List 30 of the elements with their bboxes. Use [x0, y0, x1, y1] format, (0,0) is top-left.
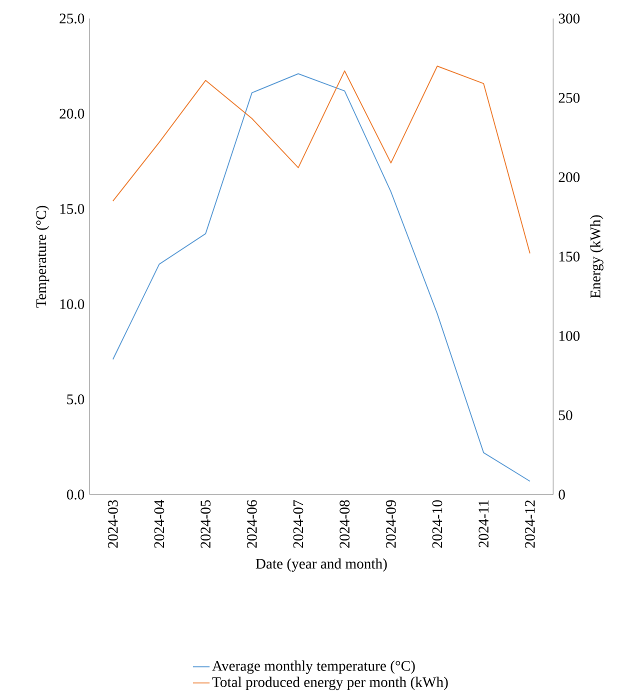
legend-label: Total produced energy per month (kWh) — [212, 676, 448, 690]
y-tick-label: 0.0 — [66, 490, 84, 500]
y-tick-label: 20.0 — [60, 108, 84, 119]
y2-tick-label: 150 — [559, 252, 580, 262]
y-tick-label: 5.0 — [67, 394, 84, 404]
x-tick-label: 2024-10 — [432, 500, 442, 548]
y2-tick-label: 50 — [558, 410, 572, 420]
line-series — [112, 73, 530, 482]
y-axis-title: Temperature (°C) — [36, 206, 49, 308]
x-tick-label: 2024-11 — [478, 500, 488, 548]
line-series — [112, 66, 530, 254]
y2-tick-label: 100 — [559, 330, 580, 341]
legend-label: Average monthly temperature (°C) — [212, 660, 415, 674]
x-tick-label: 2024-03 — [108, 500, 118, 548]
x-axis-title: Date (year and month) — [256, 558, 387, 572]
x-tick-label: 2024-09 — [386, 500, 396, 548]
x-tick-label: 2024-06 — [246, 500, 257, 548]
x-tick-label: 2024-04 — [154, 500, 164, 548]
y2-tick-label: 200 — [558, 172, 580, 182]
x-tick-label: 2024-08 — [339, 500, 350, 548]
y2-tick-label: 250 — [558, 92, 580, 103]
x-tick-label: 2024-05 — [200, 500, 210, 548]
x-tick-label: 2024-07 — [293, 500, 303, 548]
y-tick-label: 25.0 — [60, 14, 84, 24]
y2-axis-title: Energy (kWh) — [590, 215, 604, 298]
y-tick-label: 15.0 — [60, 204, 84, 214]
y2-tick-label: 0 — [558, 490, 565, 500]
y2-tick-label: 300 — [558, 14, 580, 24]
x-tick-label: 2024-12 — [524, 500, 535, 548]
y-tick-label: 10.0 — [60, 299, 84, 310]
